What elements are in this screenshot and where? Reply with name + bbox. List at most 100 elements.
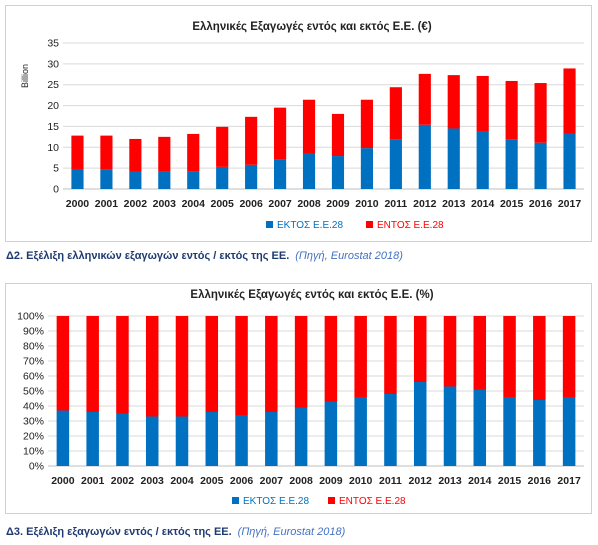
bar-entos-2015 [503, 316, 516, 397]
bar-ektos-2017 [562, 397, 576, 466]
bar-entos-2003 [158, 136, 171, 172]
chart-title: Ελληνικές Εξαγωγές εντός και εκτός Ε.Ε. … [190, 289, 433, 301]
x-tick-label: 2012 [413, 198, 437, 210]
bar-ektos-2005 [205, 412, 219, 466]
bar-entos-2007 [274, 107, 287, 160]
chart-exports-percent-svg: Ελληνικές Εξαγωγές εντός και εκτός Ε.Ε. … [17, 289, 584, 507]
bar-ektos-2003 [158, 171, 171, 189]
bar-ektos-2011 [384, 394, 397, 466]
bar-entos-2016 [534, 83, 547, 143]
bar-ektos-2012 [418, 124, 431, 189]
bar-ektos-2013 [447, 128, 460, 189]
bar-ektos-2005 [216, 166, 229, 189]
bar-ektos-2015 [503, 397, 516, 466]
x-tick-label: 2013 [442, 198, 466, 210]
y-axis-label: Billion [20, 64, 30, 88]
x-tick-label: 2014 [471, 198, 495, 210]
bar-entos-2009 [324, 316, 338, 402]
x-tick-label: 2006 [239, 198, 263, 210]
bar-ektos-2003 [145, 416, 159, 466]
bar-entos-2013 [447, 75, 460, 129]
y-tick-label: 80% [23, 341, 44, 353]
x-tick-label: 2013 [438, 475, 462, 487]
chart-panel-exports-value: Ελληνικές Εξαγωγές εντός και εκτός Ε.Ε. … [5, 5, 592, 242]
x-tick-label: 2002 [111, 475, 135, 487]
bar-entos-2000 [56, 316, 70, 411]
bar-entos-2011 [384, 316, 397, 394]
x-tick-label: 2015 [500, 198, 524, 210]
x-tick-label: 2007 [260, 475, 284, 487]
bar-ektos-2008 [294, 407, 308, 466]
bar-ektos-2017 [563, 133, 576, 189]
y-tick-label: 50% [23, 386, 44, 398]
x-tick-label: 2004 [182, 198, 206, 210]
y-tick-label: 60% [23, 371, 44, 383]
caption-label: Δ3. Εξέλιξη εξαγωγών εντός / εκτός της Ε… [6, 526, 232, 538]
bar-ektos-2012 [413, 382, 427, 466]
bar-entos-2008 [294, 316, 308, 408]
x-tick-label: 2011 [379, 475, 402, 487]
bar-ektos-2016 [533, 400, 546, 466]
x-tick-label: 2000 [66, 198, 90, 210]
x-tick-label: 2016 [529, 198, 553, 210]
bar-entos-2003 [145, 316, 159, 417]
y-tick-label: 5 [53, 163, 59, 175]
bar-ektos-2010 [360, 148, 373, 189]
bar-ektos-2004 [175, 416, 189, 466]
legend-label: ΕΚΤΟΣ Ε.Ε.28 [243, 496, 309, 507]
x-tick-label: 2001 [95, 198, 119, 210]
bar-entos-2006 [235, 316, 248, 415]
bar-entos-2009 [331, 113, 345, 157]
bar-entos-2005 [216, 126, 229, 167]
x-tick-label: 2002 [124, 198, 148, 210]
bar-entos-2004 [187, 133, 200, 172]
bar-entos-2007 [265, 316, 278, 412]
bar-ektos-2006 [245, 164, 258, 189]
bar-entos-2017 [562, 316, 576, 397]
y-tick-label: 20 [47, 100, 59, 112]
bar-entos-2001 [86, 316, 99, 412]
bar-entos-2011 [389, 87, 402, 140]
bar-entos-2017 [563, 68, 576, 134]
x-tick-label: 2011 [384, 198, 407, 210]
legend-label: ΕΚΤΟΣ Ε.Ε.28 [277, 220, 343, 231]
bar-ektos-2014 [476, 131, 489, 189]
x-tick-label: 2017 [558, 198, 582, 210]
bar-entos-2012 [418, 73, 431, 125]
x-tick-label: 2006 [230, 475, 254, 487]
bar-ektos-2015 [505, 139, 518, 189]
x-tick-label: 2012 [409, 475, 433, 487]
bar-ektos-2009 [324, 401, 338, 466]
x-tick-label: 2010 [349, 475, 373, 487]
bar-entos-2016 [533, 316, 546, 400]
x-tick-label: 2000 [51, 475, 75, 487]
chart-title: Ελληνικές Εξαγωγές εντός και εκτός Ε.Ε. … [192, 21, 431, 33]
bar-entos-2000 [71, 135, 84, 169]
y-tick-label: 30% [23, 416, 44, 428]
bar-ektos-2009 [331, 156, 345, 189]
y-tick-label: 70% [23, 356, 44, 368]
bar-entos-2010 [354, 316, 367, 397]
bar-ektos-2007 [265, 412, 278, 466]
bar-entos-2015 [505, 80, 518, 140]
bar-entos-2006 [245, 116, 258, 165]
bar-entos-2005 [205, 316, 219, 412]
bar-entos-2002 [129, 138, 142, 172]
bar-ektos-2001 [86, 412, 99, 466]
bar-ektos-2006 [235, 415, 248, 466]
caption-source: (Πηγή, Eurostat 2018) [237, 526, 346, 538]
bar-ektos-2013 [443, 386, 457, 466]
bar-ektos-2008 [302, 153, 316, 189]
x-tick-label: 2015 [498, 475, 522, 487]
bar-entos-2004 [175, 316, 189, 417]
x-tick-label: 2014 [468, 475, 492, 487]
legend-label: ΕΝΤΟΣ Ε.Ε.28 [339, 496, 406, 507]
x-tick-label: 2005 [211, 198, 235, 210]
x-tick-label: 2007 [268, 198, 292, 210]
y-tick-label: 30 [47, 58, 59, 70]
y-tick-label: 35 [47, 38, 59, 50]
x-tick-label: 2017 [557, 475, 581, 487]
caption-label: Δ2. Εξέλιξη ελληνικών εξαγωγών εντός / ε… [6, 250, 290, 262]
bar-ektos-2002 [129, 171, 142, 189]
x-tick-label: 2003 [141, 475, 165, 487]
